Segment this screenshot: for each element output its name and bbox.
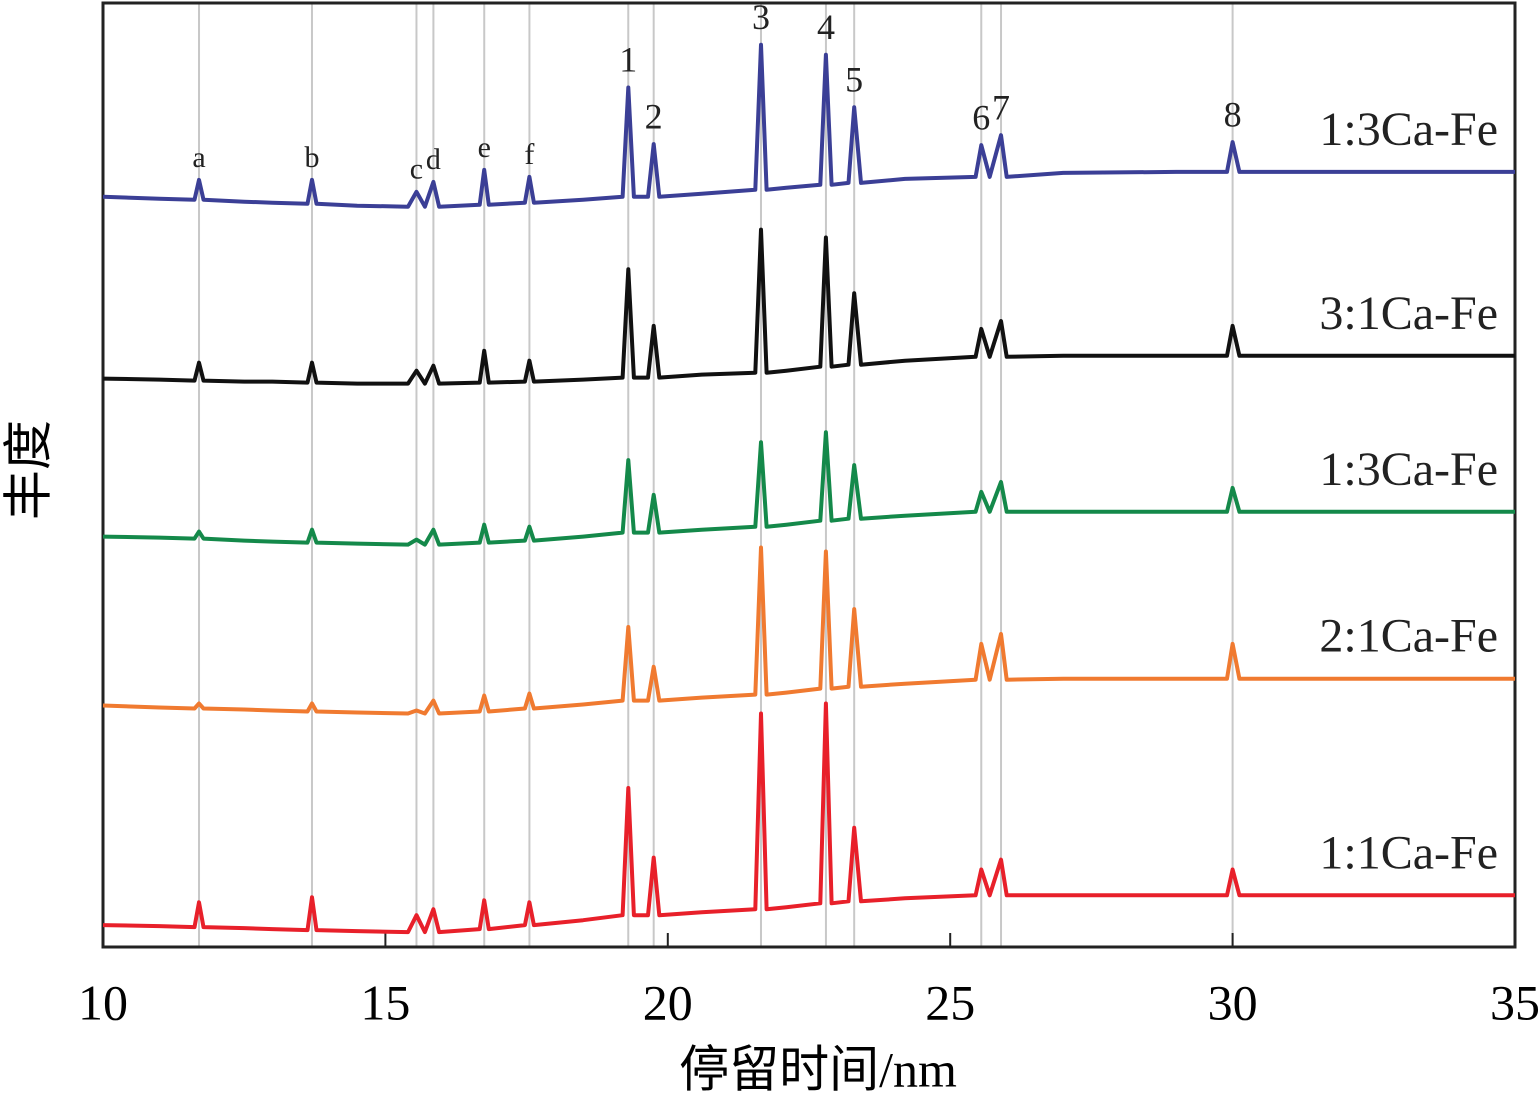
series-line [102, 545, 1515, 716]
peak-label: e [478, 131, 491, 164]
peak-label: 4 [817, 7, 835, 47]
y-axis-label: 丰度 [0, 420, 56, 520]
peak-label: c [410, 153, 423, 186]
x-axis-label: 停留时间/nm [679, 1041, 957, 1097]
series-label: 1:1Ca-Fe [1319, 826, 1498, 879]
series-label: 1:3Ca-Fe [1319, 443, 1498, 496]
peak-label: d [426, 143, 441, 176]
peak-label: 3 [752, 0, 770, 37]
series-line [102, 42, 1515, 209]
series-label: 2:1Ca-Fe [1319, 610, 1498, 663]
series-line [102, 701, 1515, 935]
x-tick-label: 15 [360, 974, 410, 1030]
peak-label: b [304, 141, 319, 174]
peak-label: 8 [1224, 94, 1242, 134]
series-line [102, 227, 1515, 386]
peak-label: f [524, 138, 534, 171]
x-tick-label: 35 [1490, 974, 1540, 1030]
plot-frame [101, 1, 1517, 949]
peak-label: 7 [992, 87, 1010, 127]
series-label: 3:1Ca-Fe [1319, 287, 1498, 340]
series-label: 1:3Ca-Fe [1319, 103, 1498, 156]
x-tick-label: 25 [925, 974, 975, 1030]
peak-label: 6 [972, 97, 990, 137]
x-tick-label: 20 [643, 974, 693, 1030]
peak-label: 5 [845, 60, 863, 100]
x-tick-label: 30 [1208, 974, 1258, 1030]
peak-label: 2 [645, 96, 663, 136]
series-line [102, 430, 1515, 547]
peak-label: a [192, 141, 205, 174]
x-tick-label: 10 [78, 974, 128, 1030]
peak-label: 1 [619, 40, 637, 80]
